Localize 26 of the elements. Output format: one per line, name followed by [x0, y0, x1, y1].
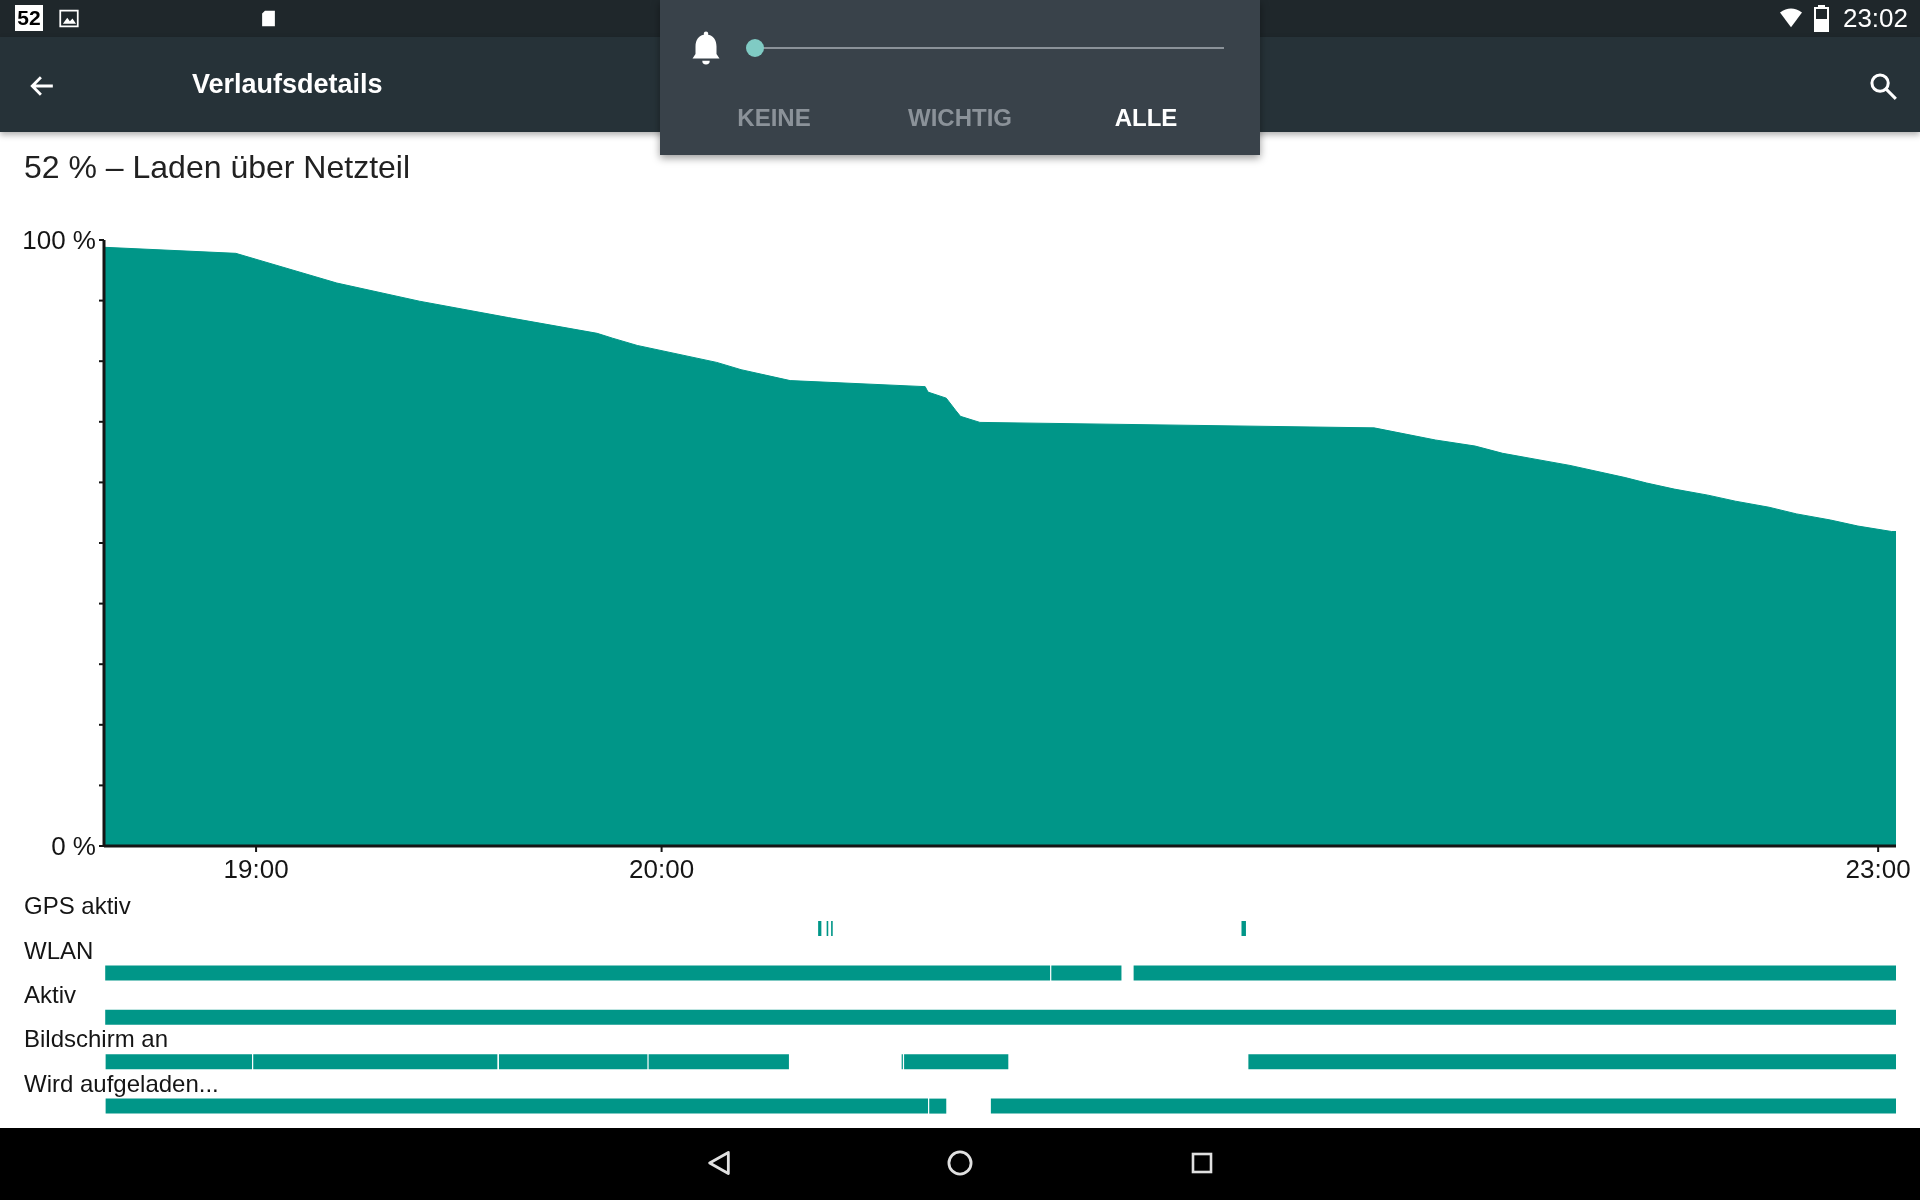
text: KEINE: [737, 104, 811, 131]
bar: [648, 1054, 789, 1070]
bar: [1133, 965, 1896, 981]
x-tick-label: 23:00: [1845, 854, 1911, 885]
bar: [105, 1009, 1896, 1025]
y-tick-label: Wird aufgeladen...: [24, 1069, 219, 1097]
bar: [1241, 921, 1246, 936]
bar: [498, 1054, 648, 1070]
bar: [818, 921, 822, 936]
text: 23:02: [1842, 3, 1908, 33]
x-tick-label: 19:00: [223, 854, 289, 885]
bar: [990, 1098, 1896, 1114]
text: WICHTIG: [908, 104, 1012, 131]
bar: [904, 1054, 1009, 1070]
chart-subtitle: 52 % – Laden über Netzteil: [24, 149, 411, 185]
y-tick-label: 0 %: [51, 831, 96, 862]
bar: [1248, 1054, 1896, 1070]
y-tick-label: GPS aktiv: [24, 892, 131, 920]
x-tick-label: 20:00: [629, 854, 695, 885]
text: 52: [17, 6, 41, 29]
y-tick-label: Aktiv: [24, 981, 77, 1008]
y-tick-label: 100 %: [22, 225, 96, 256]
y-tick-label: Bildschirm an: [24, 1025, 169, 1053]
text: ALLE: [1114, 104, 1178, 131]
chart-title: Verlaufsdetails: [192, 69, 383, 99]
y-tick-label: WLAN: [24, 936, 94, 964]
